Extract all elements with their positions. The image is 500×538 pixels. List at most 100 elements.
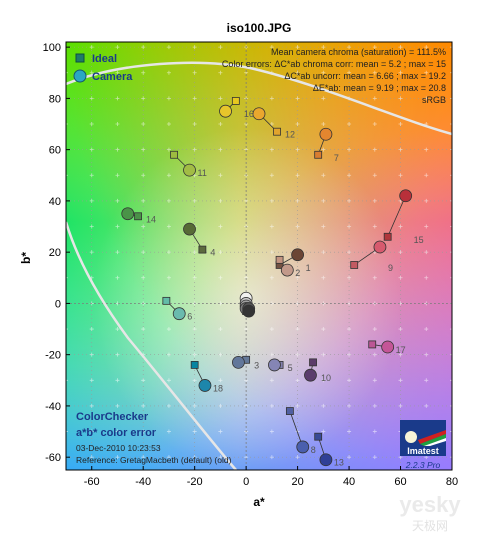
grid-plus-mark [66,378,68,383]
patch-label: 15 [414,235,424,245]
grid-plus-mark [218,403,223,408]
grid-plus-mark [166,147,171,152]
watermark: yesky 天极网 [399,492,461,533]
ideal-marker [231,97,240,105]
grid-plus-mark [269,327,274,332]
grid-plus-mark [372,147,377,152]
grid-plus-mark [89,352,94,357]
grid-plus-mark [192,122,197,127]
grid-plus-mark [295,198,300,203]
grid-plus-mark [192,429,197,434]
grid-plus-mark [66,173,68,178]
grid-plus-mark [141,70,146,75]
grid-plus-mark [295,352,300,357]
grid-plus-mark [450,429,452,434]
grid-plus-mark [89,147,94,152]
grid-plus-mark [192,455,197,460]
grid-plus-mark [218,327,223,332]
grid-plus-mark [450,122,452,127]
patch-label: 11 [198,168,207,178]
grid-plus-mark [192,403,197,408]
grid-plus-mark [398,70,403,75]
patch-label: 7 [334,153,339,163]
cc-title-line-1: ColorChecker [76,411,149,423]
y-tick-label: 0 [55,298,61,310]
ideal-marker [314,150,323,159]
grid-plus-mark [66,429,68,434]
legend-ideal-swatch [75,53,85,63]
grid-plus-mark [295,327,300,332]
stats-box: Mean camera chroma (saturation) = 111.5%… [222,47,446,105]
grid-plus-mark [450,224,452,229]
grid-plus-mark [115,70,120,75]
grid-plus-mark [424,378,429,383]
grid-plus-mark [398,327,403,332]
grid-plus-mark [295,378,300,383]
grid-plus-mark [141,403,146,408]
grid-plus-mark [450,378,452,383]
grid-plus-mark [372,378,377,383]
grid-plus-mark [450,45,452,50]
grid-plus-mark [347,429,352,434]
grid-plus-mark [450,352,452,357]
grid-plus-mark [398,403,403,408]
colorchecker-info: ColorChecker a*b* color error 03-Dec-201… [76,411,232,465]
grid-plus-mark [89,403,94,408]
grid-plus-mark [372,352,377,357]
grid-plus-mark [115,45,120,50]
grid-plus-mark [450,403,452,408]
grid-plus-mark [218,173,223,178]
logo-stripe-green [420,434,446,446]
grid-plus-mark [269,122,274,127]
logo-stripe-red [418,430,446,444]
grid-plus-mark [347,455,352,460]
grid-plus-mark [424,198,429,203]
camera-marker [304,368,317,382]
grid-plus-mark [89,455,94,460]
grid-plus-mark [115,122,120,127]
grid-plus-mark [372,224,377,229]
patch-label: 2 [295,268,300,278]
grid-plus-mark [347,352,352,357]
grid-plus-mark [166,429,171,434]
grid-plus-mark [141,198,146,203]
grid-plus-mark [398,173,403,178]
ideal-marker [198,245,207,254]
ideal-marker [350,261,359,269]
grid-plus-mark [450,70,452,75]
grid-plus-mark [89,224,94,229]
grid-plus-mark [141,122,146,127]
grid-plus-mark [347,147,352,152]
grid-plus-mark [218,224,223,229]
grid-plus-mark [269,378,274,383]
patch-label: 8 [311,445,316,455]
grid-plus-mark [269,224,274,229]
grid-plus-mark [192,147,197,152]
grid-plus-mark [115,378,120,383]
grid-plus-mark [295,455,300,460]
grid-plus-mark [192,70,197,75]
y-tick-label: -20 [45,350,61,362]
stats-line-5: sRGB [422,95,446,105]
camera-marker [319,453,333,467]
stats-line-2: Color errors: ΔC*ab chroma corr: mean = … [222,59,446,69]
grid-plus-mark [424,96,429,101]
chart-title: iso100.JPG [227,21,292,35]
grid-plus-mark [295,45,300,50]
grid-plus-mark [269,352,274,357]
patch-label: 1 [306,263,311,273]
camera-marker [172,307,186,321]
grid-plus-mark [166,455,171,460]
patch-label: 18 [213,383,223,393]
patch-label: 6 [187,312,192,322]
grid-plus-mark [218,352,223,357]
camera-markers [121,104,413,467]
patch-label: 5 [288,363,293,373]
grid-plus-mark [372,403,377,408]
grid-plus-mark [347,198,352,203]
grid-plus-mark [66,275,68,280]
grid-plus-mark [166,327,171,332]
logo-version: 2.2.3 Pro [405,460,441,470]
patch-label: 17 [396,345,406,355]
watermark-text: yesky [399,492,461,517]
